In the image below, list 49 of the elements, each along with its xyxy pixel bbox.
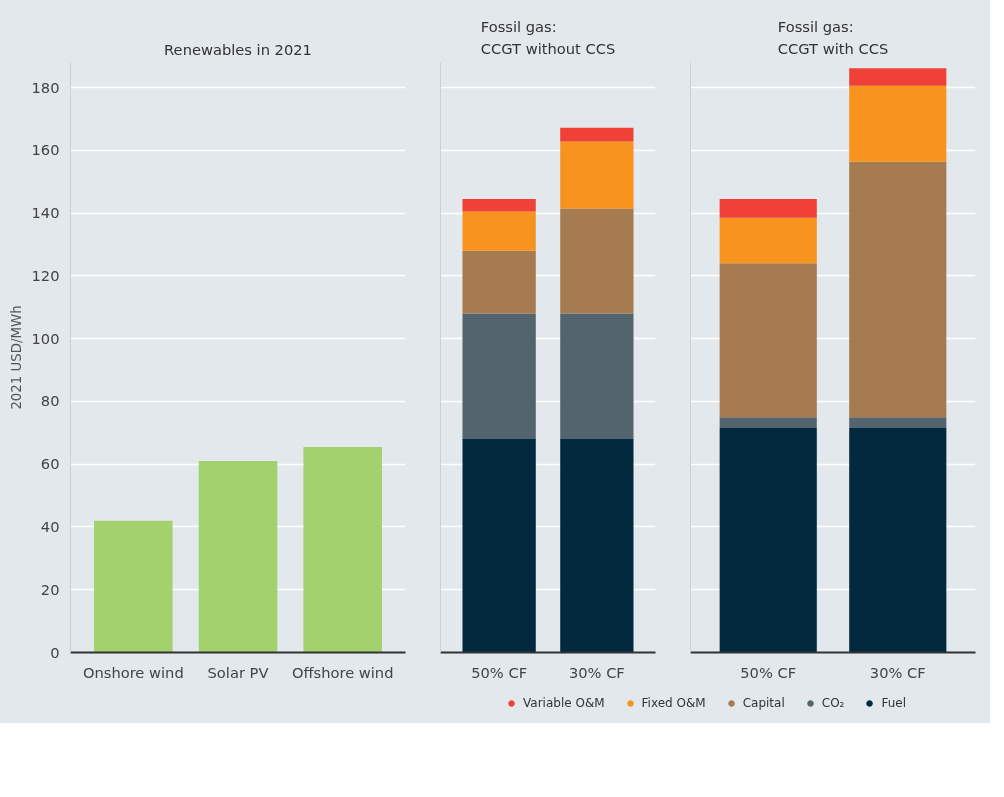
bar xyxy=(462,211,536,251)
x-tick-label: Solar PV xyxy=(207,663,269,681)
chart-title: Fossil gas: CCGT without CCS xyxy=(480,18,616,58)
x-tick-label: 30% CF xyxy=(568,663,625,681)
bar xyxy=(719,199,817,218)
y-tick-label: 100 xyxy=(31,329,60,347)
y-tick-label: 180 xyxy=(31,78,60,96)
bar xyxy=(198,461,278,653)
bar xyxy=(462,313,536,440)
y-tick-label: 160 xyxy=(31,141,60,159)
y-tick-label: 140 xyxy=(31,204,60,222)
y-axis-title: 2021 USD/MWh xyxy=(8,305,24,410)
bar xyxy=(462,199,536,212)
bar xyxy=(719,417,817,429)
bar xyxy=(719,217,817,264)
bar xyxy=(560,439,634,653)
legend-label: Fixed O&M xyxy=(641,696,706,710)
y-tick-label: 80 xyxy=(40,392,60,410)
y-tick-label: 20 xyxy=(40,580,60,598)
bar xyxy=(560,208,634,314)
bar xyxy=(303,446,382,653)
legend-label: Capital xyxy=(742,696,785,710)
bar xyxy=(94,520,173,653)
x-tick-label: 50% CF xyxy=(740,663,797,681)
bar xyxy=(849,428,947,653)
bar xyxy=(719,428,817,653)
y-tick-label: 40 xyxy=(40,517,60,535)
chart-title: Renewables in 2021 xyxy=(164,40,312,58)
bar xyxy=(462,250,536,314)
bar xyxy=(719,263,817,418)
y-tick-label: 60 xyxy=(40,455,60,473)
legend-label: Fuel xyxy=(881,696,906,710)
x-tick-label: Offshore wind xyxy=(291,663,394,681)
bar xyxy=(560,313,634,440)
x-tick-label: Onshore wind xyxy=(82,663,184,681)
y-tick-label: 120 xyxy=(31,266,60,284)
bar xyxy=(849,417,947,429)
bar xyxy=(849,68,947,86)
x-tick-label: 50% CF xyxy=(471,663,528,681)
bar xyxy=(849,85,947,162)
legend-label: CO₂ xyxy=(821,696,845,710)
bar xyxy=(462,439,536,653)
bar xyxy=(560,141,634,209)
legend-label: Variable O&M xyxy=(523,696,605,710)
bar xyxy=(560,127,634,142)
x-tick-label: 30% CF xyxy=(869,663,926,681)
bar xyxy=(849,161,947,418)
chart-title: Fossil gas: CCGT with CCS xyxy=(777,18,889,58)
y-tick-label: 0 xyxy=(50,643,60,661)
